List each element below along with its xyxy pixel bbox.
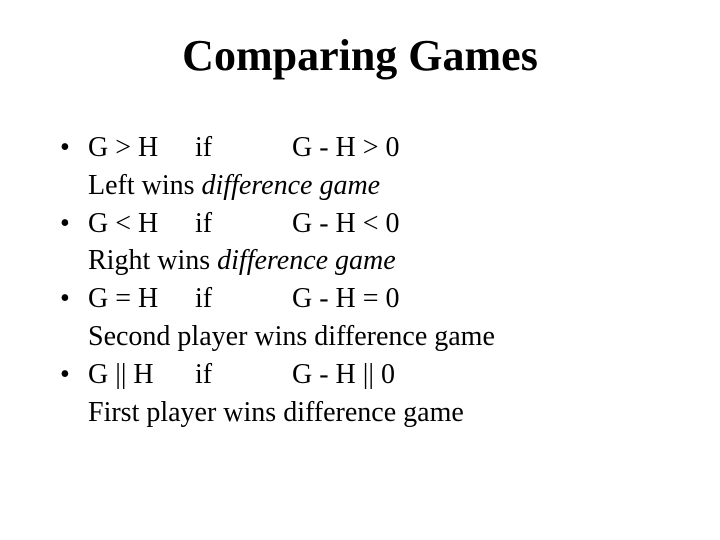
bullet-marker: • xyxy=(60,280,88,318)
condition-expr: G - H > 0 xyxy=(292,129,400,167)
bullet-text: G = H if G - H = 0 xyxy=(88,280,660,318)
bullet-item: • G = H if G - H = 0 xyxy=(60,280,660,318)
subtext-italic: difference game xyxy=(202,170,381,201)
bullet-subtext: Right wins difference game xyxy=(60,242,660,280)
condition-expr: G - H < 0 xyxy=(292,205,400,243)
slide-body: • G > H if G - H > 0 Left wins differenc… xyxy=(60,129,660,431)
subtext-prefix: First player wins difference game xyxy=(88,397,464,428)
if-word: if xyxy=(195,205,285,243)
bullet-subtext: Second player wins difference game xyxy=(60,318,660,356)
subtext-prefix: Second player wins difference game xyxy=(88,321,495,352)
page-title: Comparing Games xyxy=(60,30,660,81)
subtext-prefix: Right wins xyxy=(88,245,217,276)
bullet-text: G || H if G - H || 0 xyxy=(88,356,660,394)
relation-expr: G > H xyxy=(88,129,188,167)
bullet-marker: • xyxy=(60,356,88,394)
bullet-subtext: Left wins difference game xyxy=(60,167,660,205)
bullet-text: G < H if G - H < 0 xyxy=(88,205,660,243)
relation-expr: G || H xyxy=(88,356,188,394)
bullet-item: • G < H if G - H < 0 xyxy=(60,205,660,243)
subtext-italic: difference game xyxy=(217,245,396,276)
bullet-text: G > H if G - H > 0 xyxy=(88,129,660,167)
bullet-item: • G || H if G - H || 0 xyxy=(60,356,660,394)
condition-expr: G - H = 0 xyxy=(292,280,400,318)
bullet-marker: • xyxy=(60,129,88,167)
slide: Comparing Games • G > H if G - H > 0 Lef… xyxy=(0,0,720,540)
if-word: if xyxy=(195,129,285,167)
bullet-subtext: First player wins difference game xyxy=(60,394,660,432)
condition-expr: G - H || 0 xyxy=(292,356,395,394)
relation-expr: G = H xyxy=(88,280,188,318)
if-word: if xyxy=(195,280,285,318)
subtext-prefix: Left wins xyxy=(88,170,202,201)
if-word: if xyxy=(195,356,285,394)
relation-expr: G < H xyxy=(88,205,188,243)
bullet-item: • G > H if G - H > 0 xyxy=(60,129,660,167)
bullet-marker: • xyxy=(60,205,88,243)
